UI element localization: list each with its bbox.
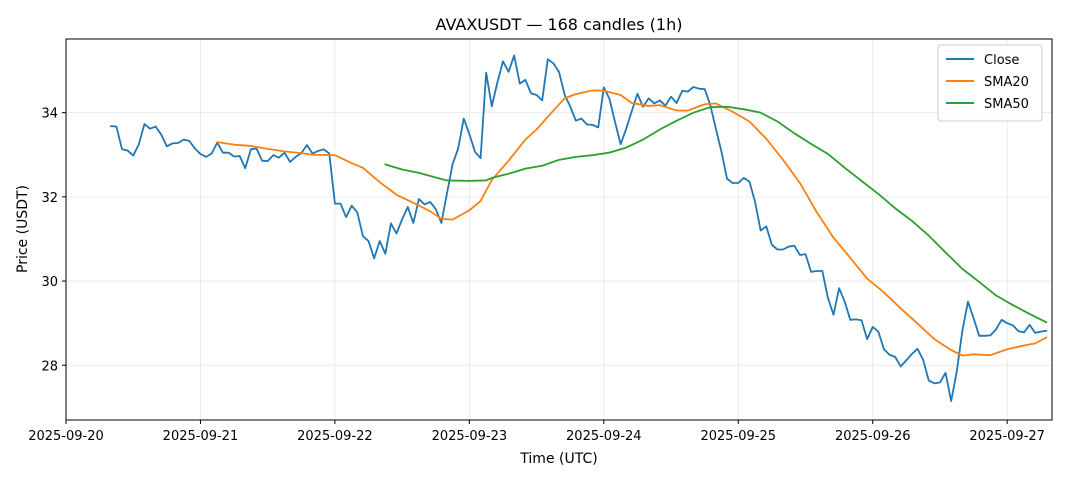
x-axis: 2025-09-20 2025-09-21 2025-09-22 2025-09-23… bbox=[28, 420, 1045, 444]
legend-label: Close bbox=[984, 53, 1019, 68]
series-line-sma50 bbox=[384, 105, 1048, 324]
y-tick-label: 32 bbox=[41, 191, 58, 206]
x-tick-label: 2025-09-22 bbox=[297, 429, 373, 444]
x-axis-label: Time (UTC) bbox=[519, 451, 597, 467]
series-group bbox=[109, 54, 1048, 402]
chart-title: AVAXUSDT — 168 candles (1h) bbox=[436, 15, 683, 34]
y-axis-label: Price (USDT) bbox=[15, 185, 31, 273]
y-tick-label: 34 bbox=[41, 107, 58, 122]
y-axis: 28 30 32 34 bbox=[41, 107, 66, 374]
legend-label: SMA20 bbox=[984, 75, 1029, 90]
y-tick-label: 28 bbox=[41, 359, 58, 374]
series-line-close bbox=[109, 54, 1048, 402]
x-tick-label: 2025-09-24 bbox=[566, 429, 642, 444]
legend-label: SMA50 bbox=[984, 97, 1029, 112]
plot-frame bbox=[65, 38, 1053, 421]
x-tick-label: 2025-09-27 bbox=[969, 429, 1045, 444]
grid bbox=[65, 39, 1052, 420]
x-tick-label: 2025-09-26 bbox=[835, 429, 911, 444]
y-tick-label: 30 bbox=[41, 275, 58, 290]
x-tick-label: 2025-09-20 bbox=[28, 429, 104, 444]
series-line-sma20 bbox=[216, 89, 1048, 357]
legend: Close SMA20 SMA50 bbox=[937, 44, 1043, 122]
x-tick-label: 2025-09-23 bbox=[432, 429, 508, 444]
x-tick-label: 2025-09-25 bbox=[700, 429, 776, 444]
x-tick-label: 2025-09-21 bbox=[163, 429, 239, 444]
